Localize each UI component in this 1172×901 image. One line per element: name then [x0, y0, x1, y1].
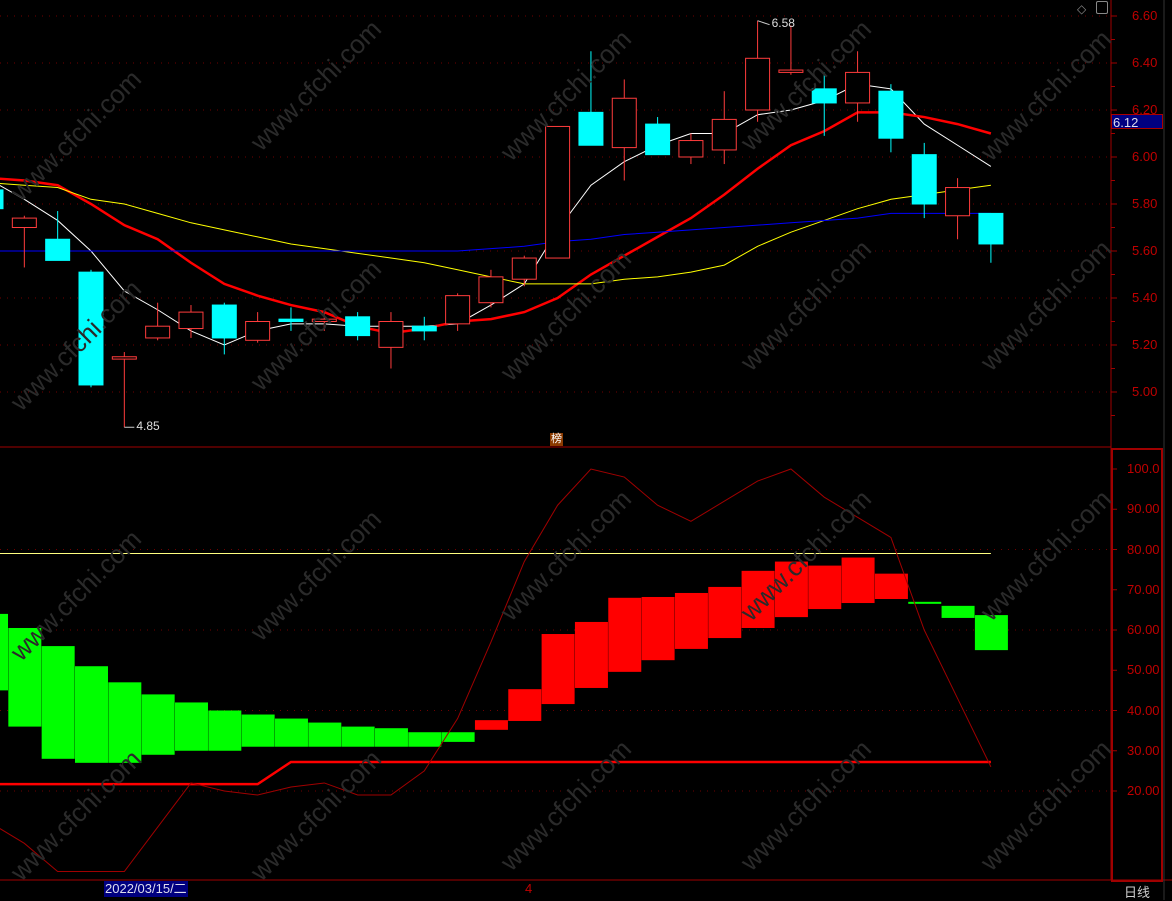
indicator-axis-label: 80.00	[1127, 541, 1160, 557]
candle-body	[811, 88, 837, 104]
band-block	[41, 646, 75, 759]
band-block	[741, 570, 775, 628]
period-selector[interactable]: 日线	[1124, 885, 1151, 900]
band-block	[0, 613, 8, 691]
month-marker: 4	[525, 881, 533, 896]
indicator-axis-label: 30.00	[1127, 742, 1160, 758]
indicator-axis-label: 50.00	[1127, 662, 1160, 678]
price-axis-label: 6.00	[1132, 149, 1158, 164]
band-block	[108, 682, 142, 763]
indicator-axis-label: 90.00	[1127, 501, 1160, 517]
band-block	[941, 605, 975, 618]
candle-body	[845, 71, 871, 104]
candle-body	[978, 212, 1004, 245]
indicator-axis-label: 20.00	[1127, 783, 1160, 798]
candle-body	[745, 57, 771, 111]
band-block	[74, 666, 108, 763]
band-block	[841, 557, 875, 604]
band-block	[208, 710, 242, 751]
price-axis-label: 6.40	[1132, 55, 1158, 70]
candle-body	[278, 318, 304, 322]
price-axis-label: 6.20	[1132, 102, 1158, 117]
baseline-line	[0, 760, 991, 786]
candle-body	[445, 295, 471, 325]
band-block	[508, 689, 542, 721]
band-block	[274, 718, 308, 747]
candle-body	[911, 154, 937, 205]
band-block	[141, 694, 175, 755]
band-block	[441, 732, 475, 742]
candle-body	[211, 304, 237, 339]
indicator-axis-label: 70.00	[1127, 581, 1160, 597]
candle-body	[945, 187, 971, 217]
band-block	[541, 634, 575, 705]
low-annotation: 4.85	[136, 419, 160, 434]
band-block	[974, 615, 1008, 651]
candle-body	[111, 356, 137, 360]
high-annotation: 6.58	[771, 15, 795, 30]
candle-body	[0, 189, 4, 210]
candle-body	[578, 111, 604, 146]
candle-body	[645, 123, 671, 156]
band-block	[308, 722, 342, 747]
high-pointer	[757, 20, 770, 26]
band-block	[341, 726, 375, 747]
candle-body	[11, 217, 37, 229]
candle-body	[145, 325, 171, 339]
candle-body	[178, 311, 204, 330]
candle-body	[45, 238, 71, 261]
band-block	[908, 601, 942, 604]
price-axis-label: 5.00	[1132, 384, 1158, 399]
band-block	[641, 596, 675, 661]
indicator-axis-label: 100.0	[1127, 461, 1160, 476]
ranking-badge[interactable]: 榜	[550, 433, 563, 446]
band-block	[408, 732, 442, 747]
candle-body	[411, 325, 437, 332]
band-block	[574, 621, 608, 688]
panel-toggle-icon[interactable]	[1096, 1, 1108, 14]
diamond-icon[interactable]: ◇	[1077, 2, 1087, 16]
candle-body	[478, 276, 504, 304]
cursor-date-label: 2022/03/15/二	[104, 881, 188, 897]
candle-body	[511, 257, 537, 280]
band-block	[808, 565, 842, 610]
band-block	[774, 561, 808, 618]
candle-body	[311, 318, 337, 322]
oscillator-line	[0, 468, 992, 872]
candle-body	[378, 321, 404, 348]
band-block	[608, 597, 642, 672]
candle-body	[345, 316, 371, 337]
candle-body	[878, 90, 904, 139]
band-block	[708, 586, 742, 639]
current-price-tag: 6.12	[1111, 113, 1163, 130]
candle-body	[611, 97, 637, 149]
candle-body	[778, 69, 804, 73]
band-block	[174, 702, 208, 751]
band-block	[474, 720, 508, 730]
band-block	[8, 627, 42, 727]
indicator-axis-label: 40.00	[1127, 702, 1160, 718]
candle-body	[678, 140, 704, 158]
price-axis-label: 5.20	[1132, 337, 1158, 352]
indicator-axis-frame	[1111, 448, 1163, 882]
candle-body	[78, 271, 104, 386]
band-block	[241, 714, 275, 747]
price-axis-label: 5.40	[1132, 290, 1158, 305]
band-block	[674, 592, 708, 649]
candle-body	[545, 125, 571, 259]
candle-body	[245, 321, 271, 341]
moving-average-line	[0, 212, 991, 252]
band-block	[374, 728, 408, 747]
indicator-axis-label: 60.00	[1127, 622, 1160, 637]
price-axis-label: 6.60	[1132, 8, 1158, 23]
candle-body	[711, 118, 737, 151]
band-block	[874, 573, 908, 600]
price-axis-label: 5.60	[1132, 243, 1158, 258]
price-axis-label: 5.80	[1132, 196, 1158, 211]
moving-average-line	[0, 182, 991, 285]
